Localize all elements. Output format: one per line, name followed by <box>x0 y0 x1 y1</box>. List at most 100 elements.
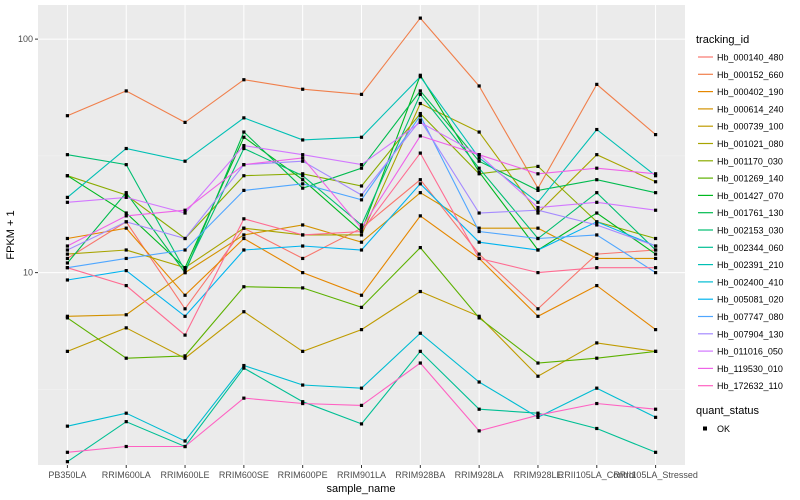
data-point <box>124 195 128 199</box>
data-point <box>359 386 364 390</box>
data-point <box>183 266 187 270</box>
data-point <box>477 166 481 170</box>
data-point <box>536 226 540 230</box>
data-point <box>477 256 481 261</box>
data-point <box>595 386 599 390</box>
data-point <box>124 269 128 273</box>
data-point <box>653 271 658 275</box>
legend-label: Hb_005081_020 <box>717 295 784 305</box>
data-point <box>183 444 187 449</box>
data-point <box>65 261 70 265</box>
data-point <box>65 349 70 353</box>
data-point <box>653 208 658 212</box>
legend-label: Hb_001170_030 <box>717 156 783 166</box>
data-point <box>301 223 305 227</box>
data-point <box>301 256 305 261</box>
data-point <box>65 266 70 270</box>
axis-layer: PB350LA RRIM600LA RRIM600LE RRIM600SE RRIM60… <box>18 34 698 480</box>
legend: tracking_id Hb_000140_480 Hb_000152_660 Hb… <box>696 34 784 391</box>
data-point <box>595 127 599 132</box>
x-tick-label: RRIM600PE <box>278 470 328 480</box>
data-point <box>536 413 540 417</box>
data-point <box>359 328 364 332</box>
data-point <box>65 460 70 464</box>
data-point <box>65 424 70 428</box>
data-point <box>653 450 658 454</box>
data-point <box>301 138 305 142</box>
data-point <box>301 178 305 182</box>
data-point <box>65 195 70 199</box>
data-point <box>65 256 70 261</box>
data-point <box>477 229 481 234</box>
data-point <box>124 226 128 230</box>
data-point <box>124 214 128 218</box>
data-point <box>536 307 540 311</box>
data-point <box>653 236 658 241</box>
data-point <box>301 271 305 275</box>
data-point <box>359 184 364 188</box>
legend-label: Hb_000614_240 <box>717 104 784 114</box>
data-point <box>359 193 364 197</box>
data-point <box>653 415 658 419</box>
legend-label: Hb_000152_660 <box>717 70 784 80</box>
data-point <box>183 248 187 252</box>
data-point <box>595 341 599 345</box>
data-point <box>124 283 128 288</box>
legend-title: tracking_id <box>696 34 749 46</box>
data-point <box>418 182 422 186</box>
data-point <box>65 252 70 256</box>
data-point <box>242 233 246 237</box>
data-point <box>183 236 187 241</box>
data-point <box>359 223 364 227</box>
data-point <box>536 411 540 415</box>
x-axis-title: sample_name <box>326 483 395 495</box>
data-point <box>595 200 599 204</box>
data-point <box>653 180 658 184</box>
data-point <box>301 182 305 186</box>
data-point <box>418 191 422 195</box>
data-point <box>301 401 305 406</box>
data-point <box>418 114 422 118</box>
data-point <box>418 245 422 250</box>
data-point <box>183 307 187 311</box>
x-tick-label: RRIM600LA <box>102 470 151 480</box>
data-point <box>359 248 364 252</box>
data-point <box>536 314 540 318</box>
x-tick-label: RRII105LA_Control <box>558 470 636 480</box>
data-point <box>124 163 128 167</box>
data-point <box>124 326 128 330</box>
data-point <box>242 78 246 82</box>
data-point <box>477 316 481 320</box>
legend-label: Hb_119530_010 <box>717 364 783 374</box>
data-point <box>359 403 364 407</box>
data-point <box>595 256 599 261</box>
data-point <box>477 170 481 174</box>
legend-label: Hb_002153_030 <box>717 226 784 236</box>
data-point <box>536 208 540 212</box>
data-point <box>536 188 540 192</box>
data-point <box>477 156 481 160</box>
data-point <box>124 411 128 415</box>
data-point <box>595 252 599 256</box>
data-point <box>242 135 246 139</box>
data-point <box>242 130 246 134</box>
legend-label: Hb_001269_140 <box>717 174 784 184</box>
data-point <box>359 229 364 234</box>
data-point <box>595 82 599 86</box>
data-point <box>124 211 128 215</box>
data-point <box>477 240 481 244</box>
data-point <box>536 164 540 169</box>
data-point <box>477 252 481 256</box>
data-point <box>301 156 305 160</box>
data-point <box>536 374 540 378</box>
data-point <box>653 266 658 270</box>
data-point <box>301 244 305 248</box>
data-point <box>653 248 658 252</box>
data-point <box>124 193 128 197</box>
data-point <box>653 328 658 332</box>
data-point <box>418 92 422 96</box>
data-point <box>418 349 422 353</box>
data-point <box>65 174 70 178</box>
data-point <box>595 266 599 270</box>
